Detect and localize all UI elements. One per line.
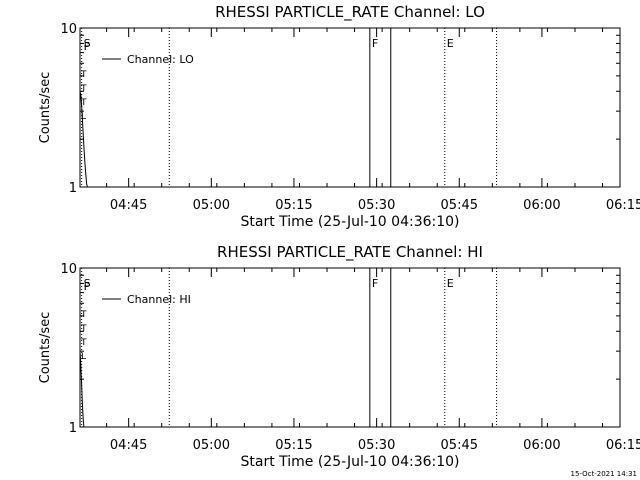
y-tick-label: 1	[69, 421, 77, 436]
legend-label: Channel: LO	[127, 53, 194, 66]
event-marker-label: E	[447, 277, 454, 290]
x-tick-label: 05:15	[275, 198, 312, 213]
event-marker-label: F	[372, 37, 378, 50]
plot-frame	[79, 267, 621, 428]
x-tick-label: 04:45	[110, 198, 147, 213]
x-tick-label: 05:45	[441, 438, 478, 453]
x-axis-label: Start Time (25-Jul-10 04:36:10)	[240, 214, 459, 230]
side-marker-letter: T	[80, 84, 87, 94]
x-tick-label: 05:30	[358, 438, 395, 453]
side-marker-letter: T	[80, 98, 87, 108]
x-axis-label: Start Time (25-Jul-10 04:36:10)	[240, 454, 459, 470]
y-axis-label: Counts/sec	[38, 312, 53, 384]
x-tick-label: 06:00	[523, 438, 560, 453]
data-series-line	[79, 351, 85, 428]
side-marker-letter: T	[80, 310, 87, 320]
x-tick-label: 05:45	[441, 198, 478, 213]
x-tick-label: 05:30	[358, 198, 395, 213]
x-tick-label: 06:00	[523, 198, 560, 213]
plot-frame	[79, 27, 621, 188]
event-marker-label: S	[84, 37, 91, 50]
event-marker-label: F	[372, 277, 378, 290]
side-marker-letter: T	[80, 324, 87, 334]
event-marker-label: F	[84, 40, 90, 53]
chart-panel-hi: RHESSI PARTICLE_RATE Channel: HI 04:45 05:…	[38, 243, 640, 470]
y-tick-label: 10	[60, 22, 77, 37]
side-marker-letter: T	[80, 338, 87, 348]
footer-date: 15-Oct-2021 14:31	[571, 470, 637, 478]
legend-label: Channel: HI	[127, 293, 191, 306]
y-axis-label: Counts/sec	[38, 72, 53, 144]
x-tick-label: 05:00	[193, 438, 230, 453]
event-marker-label: S	[84, 277, 91, 290]
x-tick-label: 04:45	[110, 438, 147, 453]
chart-panel-lo: RHESSI PARTICLE_RATE Channel: LO 04:45 05:…	[38, 3, 640, 230]
chart-title: RHESSI PARTICLE_RATE Channel: HI	[217, 243, 483, 262]
x-tick-label: 06:15	[606, 438, 640, 453]
x-tick-label: 05:15	[275, 438, 312, 453]
chart-title: RHESSI PARTICLE_RATE Channel: LO	[215, 3, 485, 22]
y-tick-label: 1	[69, 181, 77, 196]
x-tick-label: 05:00	[193, 198, 230, 213]
side-marker-letter: T	[80, 70, 87, 80]
data-series-line	[79, 91, 88, 188]
y-tick-label: 10	[60, 262, 77, 277]
event-marker-label: F	[84, 280, 90, 293]
side-marker-letter: L	[81, 352, 86, 362]
side-marker-letter: L	[81, 112, 86, 122]
event-marker-label: E	[447, 37, 454, 50]
x-tick-label: 06:15	[606, 198, 640, 213]
